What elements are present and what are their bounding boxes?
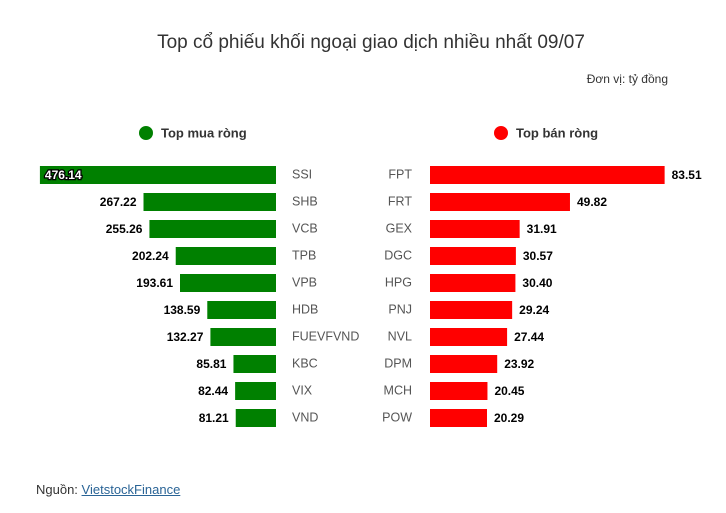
value-label: 255.26 [106, 222, 143, 236]
category-label: GEX [386, 221, 413, 235]
legend-label: Top bán ròng [516, 125, 598, 140]
value-label: 30.40 [522, 276, 552, 290]
bar [430, 409, 488, 427]
bar [180, 274, 276, 292]
value-label: 202.24 [132, 249, 169, 263]
category-label: VIX [292, 383, 313, 397]
category-label: DGC [384, 248, 412, 262]
category-label: NVL [388, 329, 412, 343]
bar [430, 274, 516, 292]
bar [430, 382, 488, 400]
legend-label: Top mua ròng [161, 125, 247, 140]
category-label: POW [382, 410, 412, 424]
bar [207, 301, 276, 319]
bar [149, 220, 276, 238]
category-label: SHB [292, 194, 318, 208]
bar [430, 166, 665, 184]
category-label: KBC [292, 356, 318, 370]
source: Nguồn: VietstockFinance [36, 482, 180, 497]
bar [430, 220, 520, 238]
bar [235, 409, 276, 427]
category-label: PNJ [388, 302, 412, 316]
value-label: 30.57 [523, 249, 553, 263]
category-label: FRT [388, 194, 412, 208]
category-label: HDB [292, 302, 318, 316]
value-label: 267.22 [100, 195, 137, 209]
value-label: 138.59 [164, 303, 201, 317]
bar [143, 193, 276, 211]
value-label: 132.27 [167, 330, 204, 344]
chart-title: Top cổ phiếu khối ngoại giao dịch nhiều … [157, 32, 585, 53]
category-label: MCH [384, 383, 412, 397]
category-label: VCB [292, 221, 318, 235]
category-label: TPB [292, 248, 316, 262]
value-label: 81.21 [199, 411, 229, 425]
category-label: DPM [384, 356, 412, 370]
bar [430, 355, 498, 373]
value-label: 20.45 [494, 384, 524, 398]
bar [210, 328, 276, 346]
value-label: 23.92 [504, 357, 534, 371]
category-label: VND [292, 410, 318, 424]
legend-marker [139, 126, 153, 140]
bar [430, 247, 516, 265]
bar [175, 247, 276, 265]
value-label: 82.44 [198, 384, 228, 398]
value-label: 83.51 [672, 168, 702, 182]
unit-label: Đơn vị: tỷ đồng [587, 72, 668, 86]
bar [430, 301, 513, 319]
value-label: 20.29 [494, 411, 524, 425]
value-label: 476.14 [45, 168, 82, 182]
bar [430, 193, 570, 211]
value-label: 27.44 [514, 330, 544, 344]
bar [430, 328, 508, 346]
value-label: 29.24 [519, 303, 549, 317]
category-label: VPB [292, 275, 317, 289]
value-label: 193.61 [136, 276, 173, 290]
value-label: 49.82 [577, 195, 607, 209]
category-label: FUEVFVND [292, 329, 359, 343]
category-label: FPT [388, 167, 412, 181]
legend-marker [494, 126, 508, 140]
bar [39, 166, 277, 184]
source-label: Nguồn: [36, 482, 78, 497]
bar [233, 355, 276, 373]
value-label: 31.91 [527, 222, 557, 236]
category-label: HPG [385, 275, 412, 289]
value-label: 85.81 [196, 357, 226, 371]
category-label: SSI [292, 167, 312, 181]
bar [235, 382, 276, 400]
source-link[interactable]: VietstockFinance [81, 482, 181, 497]
